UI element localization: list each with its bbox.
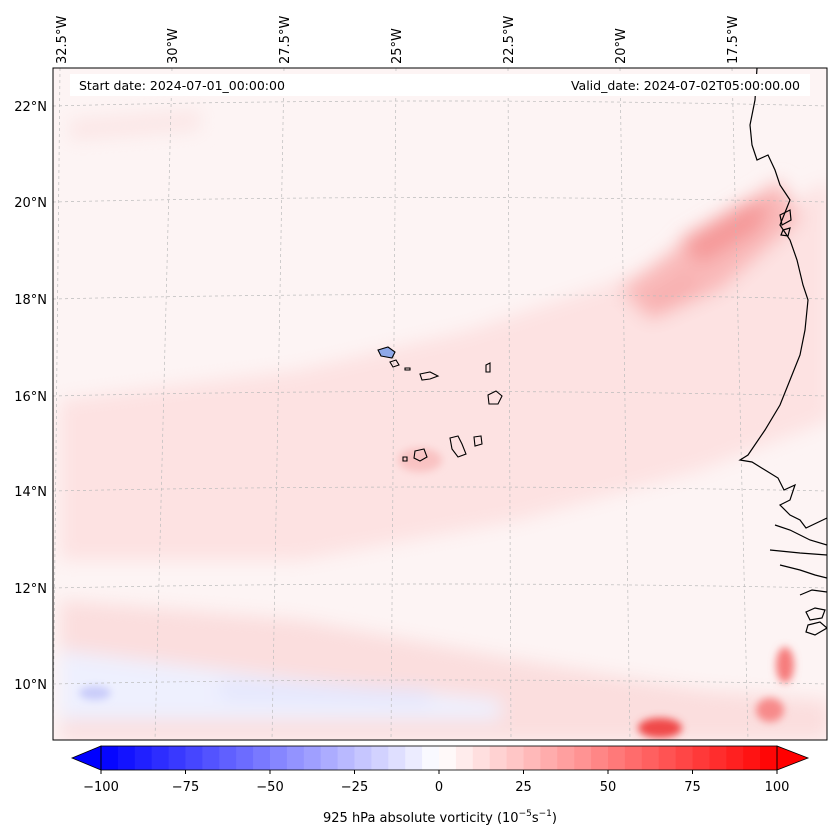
colorbar-cell <box>591 746 609 770</box>
colorbar-label: 925 hPa absolute vorticity (10−5s−1) <box>323 809 557 826</box>
colorbar-cell <box>253 746 271 770</box>
colorbar-tick-label: −75 <box>172 780 199 795</box>
colorbar-cell <box>743 746 761 770</box>
colorbar-cell <box>692 746 710 770</box>
colorbar-tick-label: 0 <box>435 780 443 795</box>
colorbar-cell <box>303 746 322 770</box>
lon-label: 27.5°W <box>278 16 293 64</box>
colorbar-tick-label: 25 <box>515 780 532 795</box>
colorbar-tick-label: −50 <box>256 780 283 795</box>
colorbar-cell <box>760 746 778 770</box>
colorbar-cell <box>641 746 660 770</box>
colorbar-extend-min <box>70 745 102 771</box>
colorbar-tick-labels: −100 −75 −50 −25 0 25 50 75 100 <box>83 780 789 795</box>
lon-label: 20°W <box>614 28 629 64</box>
cape-verde-islands <box>377 346 503 462</box>
colorbar-cell <box>472 746 491 770</box>
colorbar-tick-label: 75 <box>684 780 701 795</box>
lon-label: 30°W <box>166 28 181 64</box>
colorbar-ticks <box>100 770 778 774</box>
lon-label: 17.5°W <box>726 16 741 64</box>
colorbar-cell <box>574 746 592 770</box>
lat-label: 20°N <box>14 196 47 211</box>
lat-label: 12°N <box>14 582 47 597</box>
lon-label: 32.5°W <box>55 16 70 64</box>
colorbar-cell <box>658 746 677 770</box>
lat-label: 16°N <box>14 390 47 405</box>
vorticity-field <box>53 68 827 740</box>
map-frame <box>52 67 828 741</box>
colorbar-cell <box>117 746 136 770</box>
lat-label: 14°N <box>14 485 47 500</box>
colorbar-cell <box>709 746 727 770</box>
colorbar-cells <box>101 746 778 770</box>
colorbar-cell <box>270 746 288 770</box>
colorbar-cell <box>134 746 153 770</box>
colorbar-cell <box>320 746 339 770</box>
lat-label: 18°N <box>14 293 47 308</box>
start-date-label: Start date: 2024-07-01_00:00:00 <box>79 78 285 93</box>
latitude-labels: 22°N 20°N 18°N 16°N 14°N 12°N 10°N <box>14 100 47 693</box>
colorbar-cell <box>523 746 541 770</box>
colorbar-cell <box>388 746 406 770</box>
colorbar-cell <box>168 746 187 770</box>
colorbar-cell <box>675 746 694 770</box>
colorbar-cell <box>371 746 389 770</box>
colorbar-cell <box>202 746 220 770</box>
colorbar-cell <box>422 746 440 770</box>
colorbar-cell <box>540 746 558 770</box>
colorbar-cell <box>337 746 356 770</box>
lat-label: 22°N <box>14 100 47 115</box>
valid-date-label: Valid_date: 2024-07-02T05:00:00.00 <box>571 78 800 93</box>
coastline <box>738 68 827 636</box>
colorbar-cell <box>405 746 423 770</box>
lat-label: 10°N <box>14 678 47 693</box>
colorbar-tick-label: 50 <box>600 780 617 795</box>
colorbar-tick-label: −25 <box>341 780 368 795</box>
colorbar-cell <box>439 746 457 770</box>
colorbar-cell <box>726 746 744 770</box>
colorbar: −100 −75 −50 −25 0 25 50 75 100 925 hPa … <box>70 745 810 826</box>
colorbar-cell <box>455 746 474 770</box>
colorbar-cell <box>185 746 203 770</box>
colorbar-cell <box>354 746 372 770</box>
colorbar-cell <box>608 746 626 770</box>
lon-label: 25°W <box>390 28 405 64</box>
colorbar-cell <box>101 746 119 770</box>
graticule <box>53 68 827 740</box>
colorbar-tick-label: 100 <box>765 780 790 795</box>
colorbar-cell <box>151 746 170 770</box>
colorbar-cell <box>219 746 237 770</box>
colorbar-cell <box>286 746 305 770</box>
colorbar-tick-label: −100 <box>83 780 119 795</box>
colorbar-cell <box>624 746 643 770</box>
colorbar-cell <box>236 746 254 770</box>
lon-label: 22.5°W <box>502 16 517 64</box>
longitude-labels: 32.5°W 30°W 27.5°W 25°W 22.5°W 20°W 17.5… <box>55 16 741 64</box>
title-banner <box>70 74 810 96</box>
colorbar-cell <box>557 746 575 770</box>
colorbar-extend-max <box>776 745 810 771</box>
colorbar-cell <box>506 746 525 770</box>
colorbar-cell <box>489 746 508 770</box>
